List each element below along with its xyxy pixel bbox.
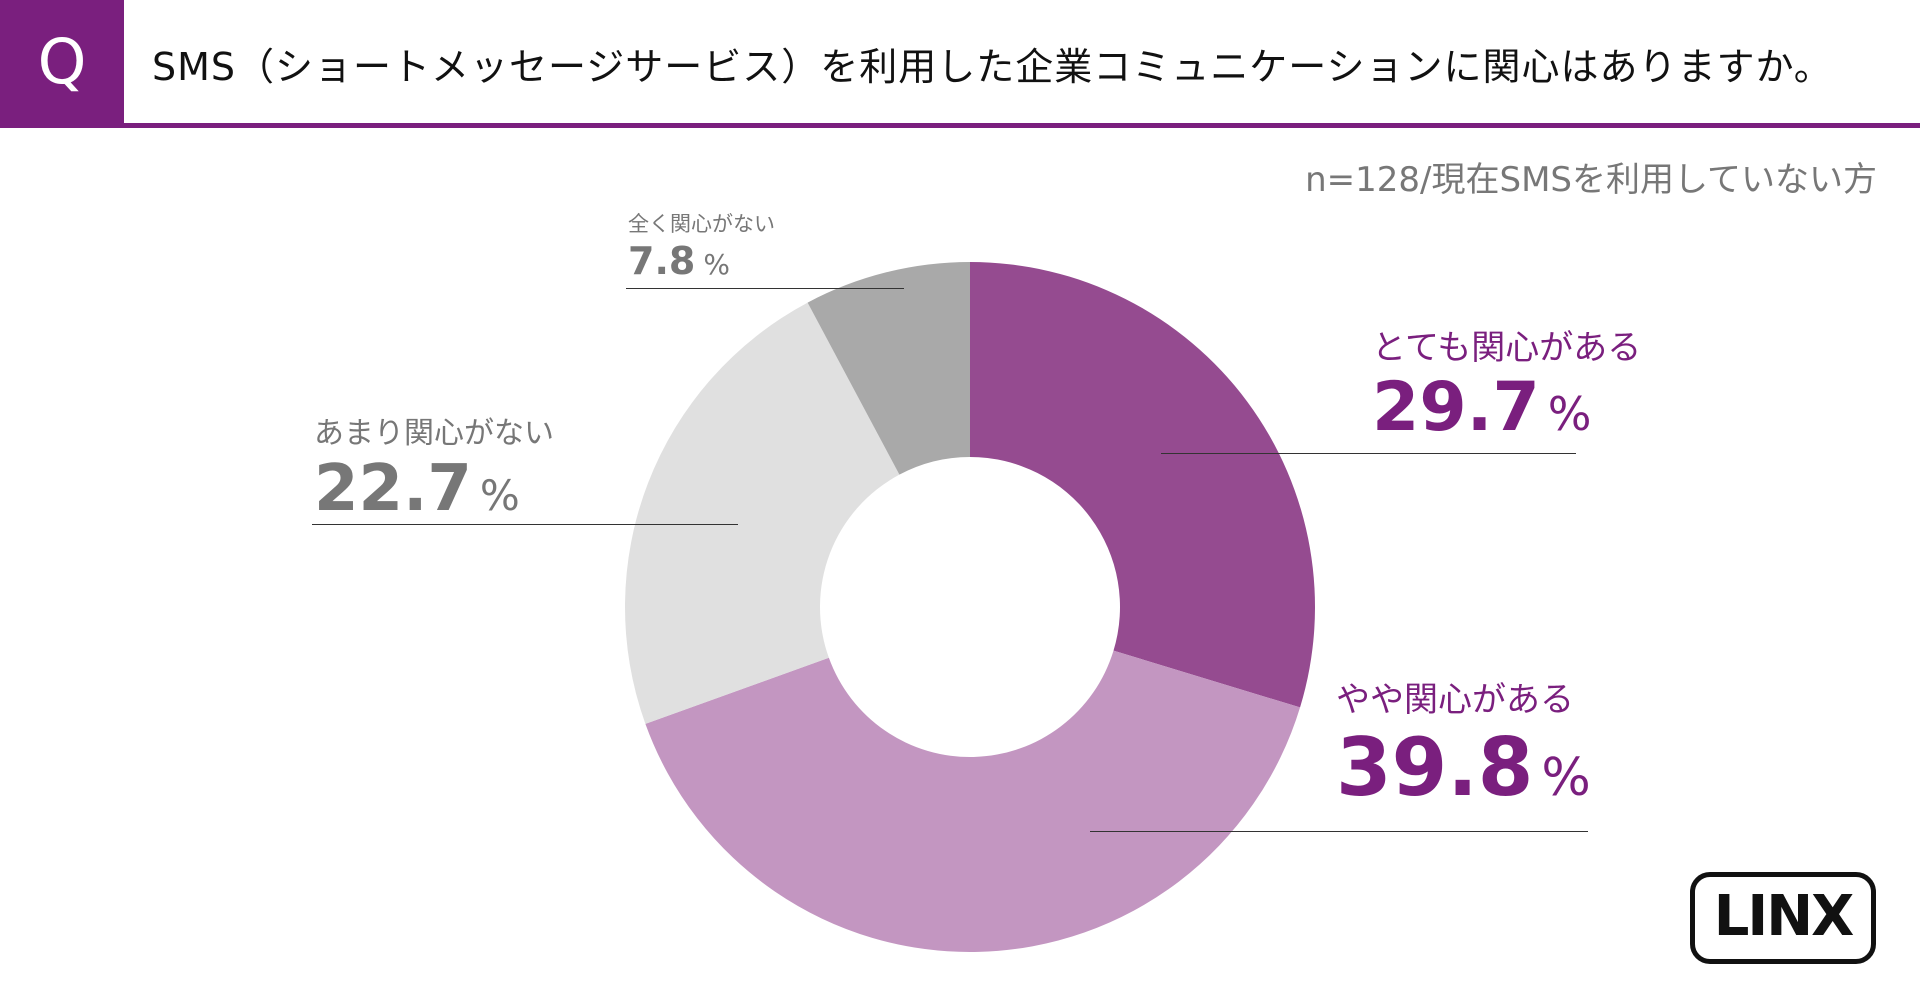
header: Q SMS（ショートメッセージサービス）を利用した企業コミュニケーションに関心は…: [0, 0, 1920, 128]
slice-value: 22.7: [314, 452, 472, 526]
slice-category: とても関心がある: [1372, 328, 1642, 368]
slice-label-not-very-interested: あまり関心がない 22.7%: [314, 408, 554, 533]
leader-line-not-interested: [626, 288, 904, 289]
slice-not-very-interested: [625, 302, 900, 724]
slice-label-somewhat-interested: やや関心がある 39.8%: [1336, 672, 1591, 825]
slice-label-very-interested: とても関心がある 29.7%: [1372, 320, 1641, 453]
slice-category: あまり関心がない: [314, 416, 554, 451]
slice-unit: %: [1547, 387, 1592, 441]
slice-unit: %: [703, 248, 730, 281]
slice-unit: %: [1541, 748, 1591, 808]
sample-note: n=128/現在SMSを利用していない方: [1305, 160, 1877, 200]
slice-not-interested: [807, 262, 970, 475]
slice-very-interested: [970, 262, 1315, 708]
question-badge: Q: [0, 0, 124, 124]
slice-label-not-interested: 全く関心がない 7.8%: [628, 208, 775, 288]
slice-category: やや関心がある: [1336, 680, 1574, 720]
linx-logo: LINX: [1690, 872, 1876, 964]
slice-value: 7.8: [628, 239, 696, 283]
slice-value: 29.7: [1372, 368, 1540, 447]
slice-value: 39.8: [1336, 721, 1534, 814]
leader-line-somewhat-interested: [1090, 831, 1588, 832]
leader-line-not-very-interested: [312, 524, 738, 525]
header-divider: [0, 123, 1920, 128]
slice-somewhat-interested: [645, 650, 1301, 953]
leader-line-very-interested: [1161, 453, 1576, 454]
question-title: SMS（ショートメッセージサービス）を利用した企業コミュニケーションに関心はあり…: [152, 45, 1833, 89]
slice-unit: %: [479, 471, 520, 520]
slice-category: 全く関心がない: [628, 212, 775, 236]
